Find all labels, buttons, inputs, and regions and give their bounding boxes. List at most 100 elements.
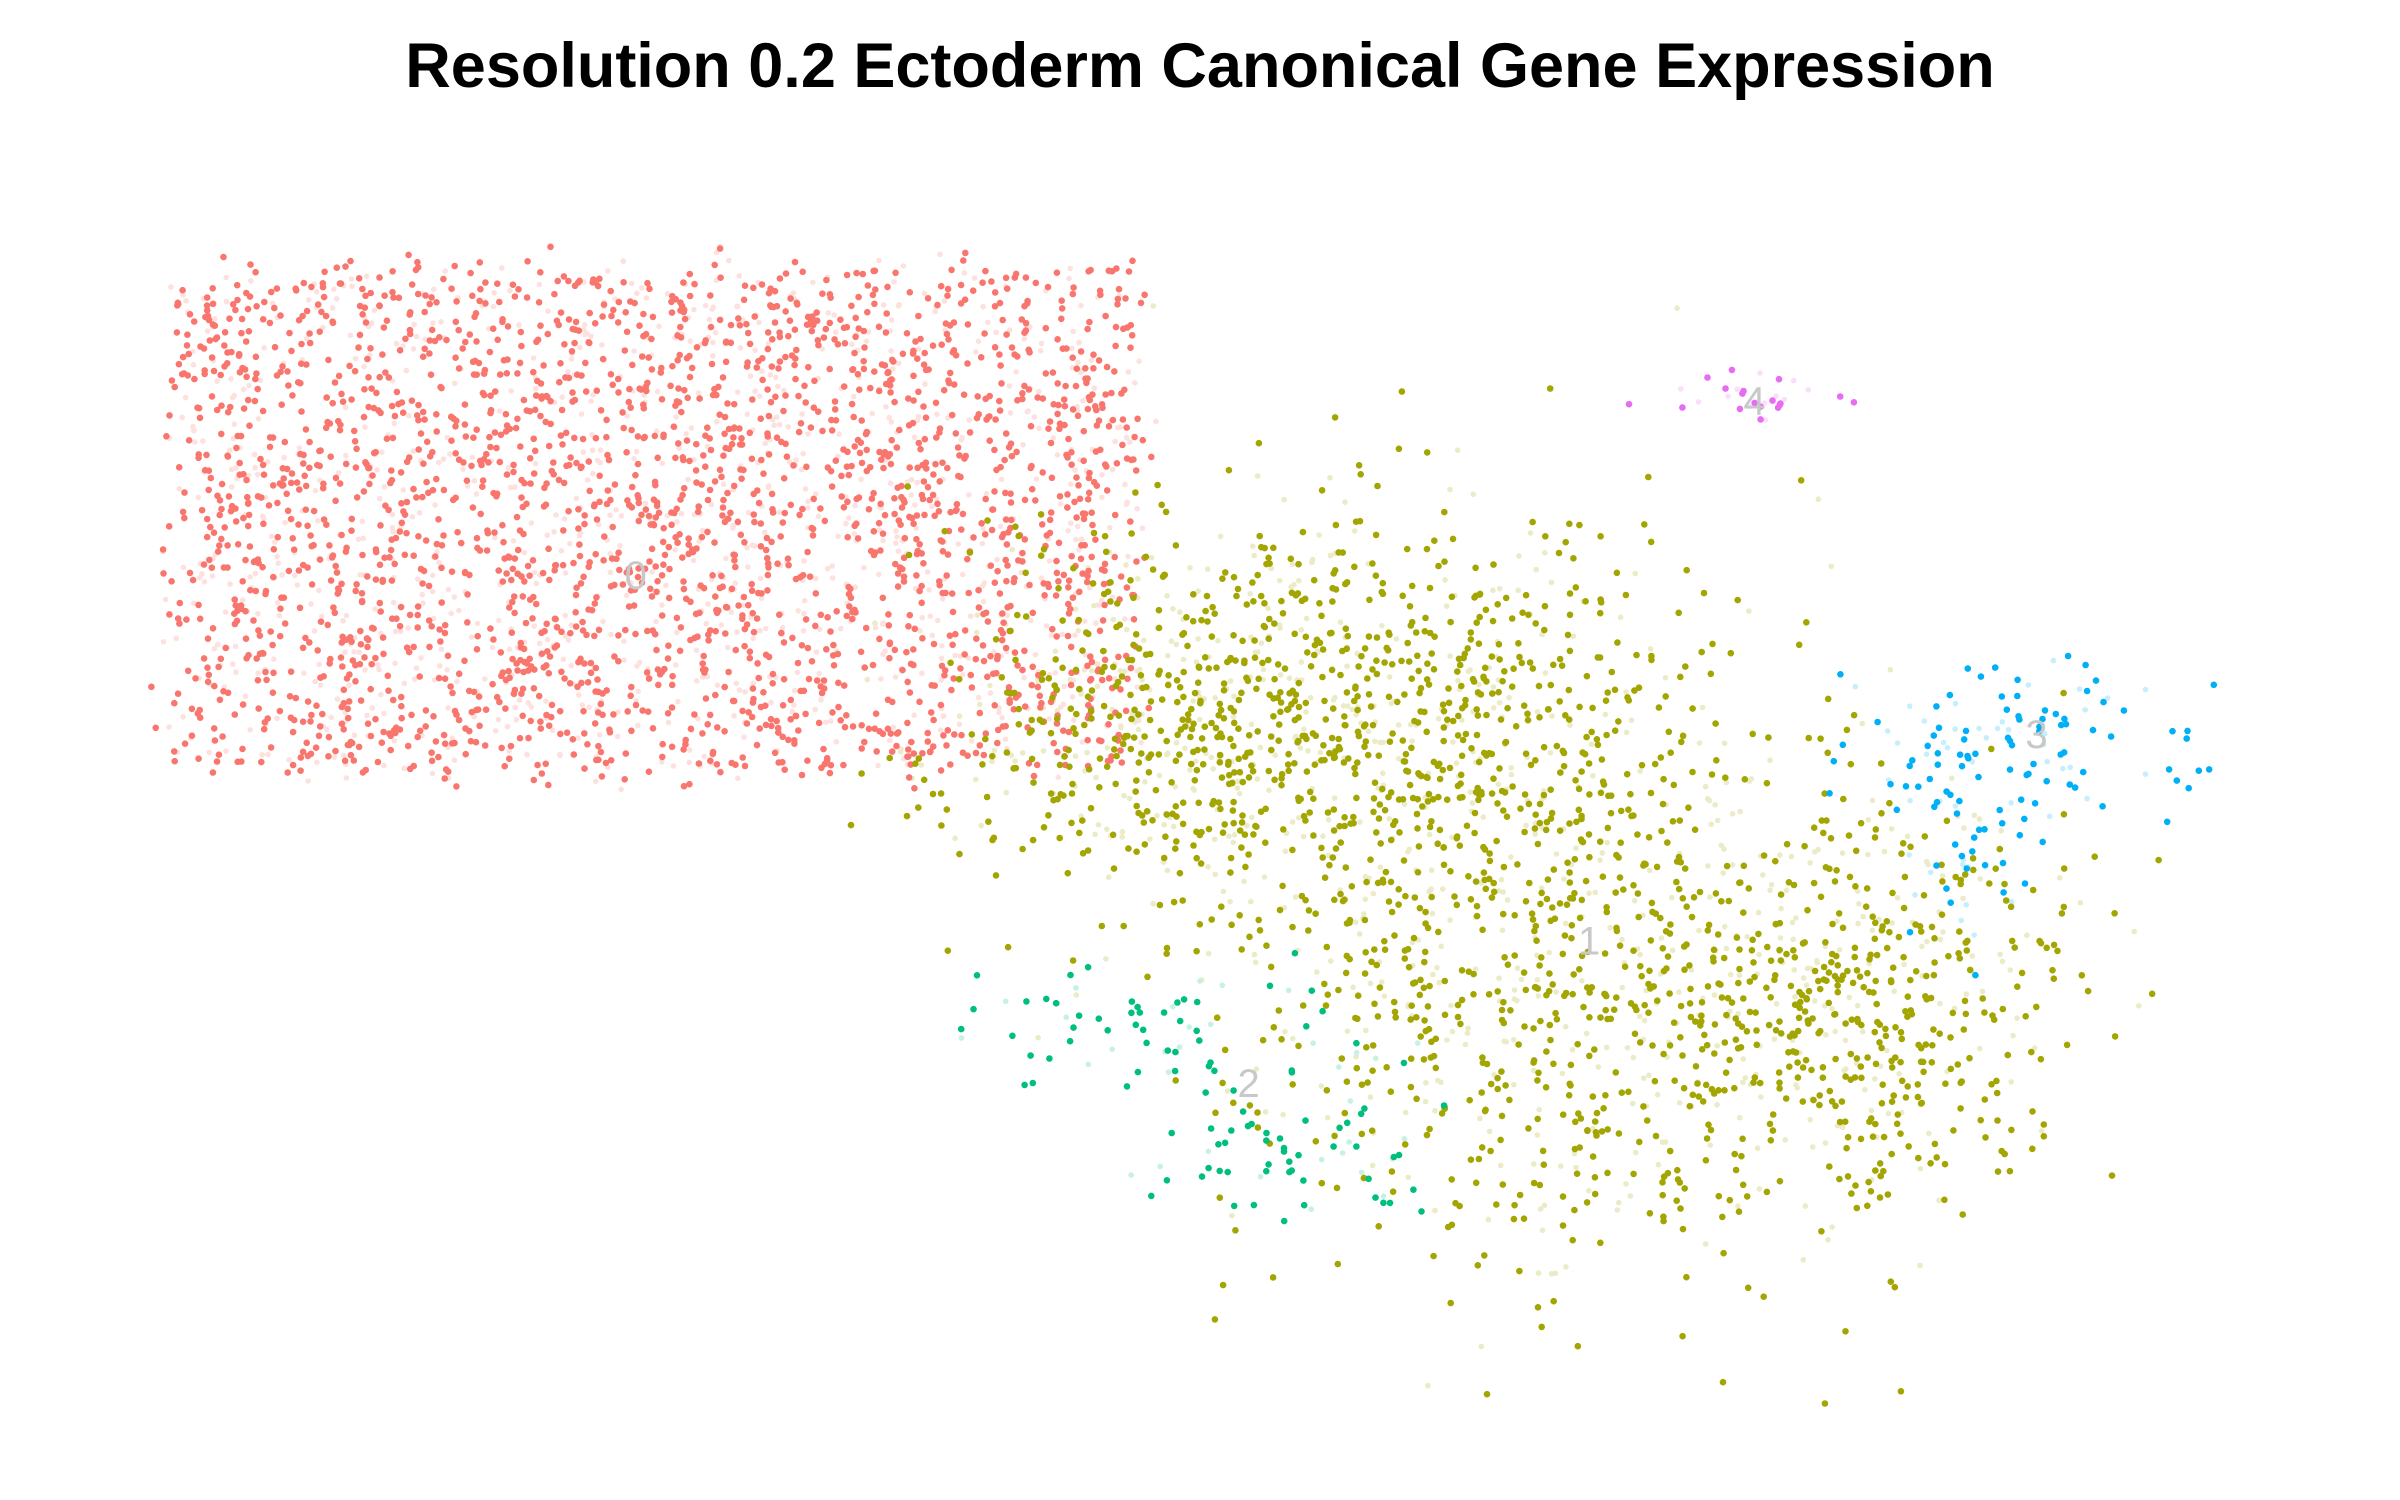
- cluster-1-point: [1386, 738, 1394, 745]
- cluster-1-point: [1188, 705, 1195, 713]
- cluster-0-point: [543, 620, 550, 628]
- cluster-1-point: [1836, 947, 1843, 953]
- cluster-1-point: [1345, 755, 1352, 762]
- cluster-1-point: [1737, 808, 1743, 815]
- cluster-0-point: [716, 316, 724, 324]
- cluster-0-point: [1115, 653, 1122, 661]
- cluster-1-point: [1162, 833, 1169, 840]
- cluster-0-point: [686, 373, 694, 381]
- cluster-1-point: [1553, 989, 1559, 995]
- cluster-0-point: [291, 572, 298, 579]
- cluster-0-point: [738, 475, 745, 483]
- cluster-0-point: [422, 336, 428, 343]
- cluster-1-point: [1599, 850, 1606, 856]
- cluster-0-point: [218, 535, 225, 543]
- cluster-0-point: [413, 494, 420, 501]
- cluster-1-point: [1115, 712, 1123, 719]
- cluster-0-point: [435, 459, 442, 466]
- cluster-0-point: [316, 587, 322, 594]
- cluster-0-point: [207, 523, 214, 531]
- cluster-0-point: [299, 748, 307, 756]
- cluster-1-point: [1589, 704, 1596, 712]
- cluster-0-point: [764, 587, 771, 594]
- cluster-1-point: [1627, 1193, 1634, 1199]
- cluster-1-point: [1415, 770, 1422, 777]
- cluster-0-point: [597, 447, 604, 453]
- cluster-1-point: [1112, 682, 1120, 690]
- cluster-0-point: [342, 649, 348, 655]
- cluster-0-point: [980, 525, 986, 532]
- cluster-0-point: [937, 282, 945, 290]
- cluster-1-point: [1373, 961, 1380, 969]
- cluster-1-point: [1275, 721, 1283, 728]
- cluster-1-point: [1249, 579, 1256, 586]
- cluster-0-point: [828, 483, 836, 490]
- cluster-0-point: [1153, 418, 1159, 425]
- cluster-0-point: [876, 448, 883, 456]
- cluster-1-point: [1477, 1115, 1483, 1122]
- cluster-3-point: [1940, 739, 1947, 746]
- cluster-1-point: [1351, 528, 1358, 534]
- cluster-0-point: [682, 741, 689, 748]
- cluster-0-point: [591, 632, 598, 640]
- cluster-0-point: [426, 300, 434, 308]
- cluster-1-point: [1473, 731, 1481, 739]
- cluster-0-point: [1145, 704, 1153, 712]
- cluster-0-point: [191, 600, 197, 606]
- cluster-0-point: [308, 601, 314, 607]
- cluster-1-point: [1126, 795, 1133, 802]
- cluster-0-point: [1043, 532, 1051, 539]
- cluster-1-point: [1756, 1186, 1763, 1192]
- cluster-0-point: [212, 335, 219, 343]
- cluster-1-point: [1054, 795, 1061, 803]
- cluster-0-point: [895, 729, 902, 736]
- cluster-1-point: [1896, 1071, 1902, 1077]
- cluster-0-point: [348, 515, 356, 523]
- cluster-0-point: [997, 463, 1004, 471]
- cluster-1-point: [1402, 750, 1410, 758]
- cluster-0-point: [398, 702, 405, 710]
- cluster-0-point: [1005, 529, 1012, 536]
- cluster-1-point: [1405, 658, 1413, 665]
- cluster-0-point: [511, 609, 518, 617]
- cluster-1-point: [1019, 750, 1026, 756]
- cluster-1-point: [1179, 716, 1186, 723]
- cluster-0-point: [691, 711, 698, 718]
- cluster-0-point: [274, 533, 282, 541]
- cluster-1-point: [1015, 532, 1022, 540]
- cluster-0-point: [985, 319, 991, 326]
- cluster-0-point: [1055, 539, 1063, 547]
- cluster-0-point: [1060, 571, 1068, 579]
- cluster-0-point: [444, 768, 452, 775]
- cluster-0-point: [850, 413, 857, 421]
- cluster-0-point: [257, 455, 264, 463]
- cluster-0-point: [762, 625, 769, 632]
- cluster-1-point: [1230, 839, 1236, 846]
- cluster-0-point: [721, 413, 729, 421]
- cluster-0-point: [242, 338, 250, 345]
- cluster-0-point: [396, 528, 404, 535]
- cluster-1-point: [1294, 739, 1301, 746]
- cluster-0-point: [276, 612, 283, 619]
- cluster-1-point: [1682, 663, 1689, 670]
- cluster-0-point: [581, 730, 588, 737]
- cluster-1-point: [1302, 699, 1310, 707]
- cluster-1-point: [1252, 959, 1259, 966]
- cluster-0-point: [356, 649, 363, 655]
- cluster-0-point: [216, 542, 223, 549]
- cluster-0-point: [376, 599, 384, 607]
- cluster-0-point: [179, 353, 187, 361]
- cluster-0-point: [795, 727, 802, 734]
- cluster-1-point: [1131, 706, 1138, 714]
- cluster-0-point: [829, 563, 835, 569]
- cluster-0-point: [565, 277, 572, 285]
- cluster-0-point: [757, 627, 763, 634]
- cluster-1-point: [1232, 657, 1239, 664]
- cluster-0-point: [482, 279, 489, 286]
- cluster-0-point: [440, 456, 447, 462]
- cluster-0-point: [1069, 345, 1075, 352]
- cluster-0-point: [1098, 737, 1105, 745]
- cluster-0-point: [224, 564, 231, 571]
- cluster-1-point: [1426, 888, 1432, 895]
- cluster-0-point: [546, 653, 554, 660]
